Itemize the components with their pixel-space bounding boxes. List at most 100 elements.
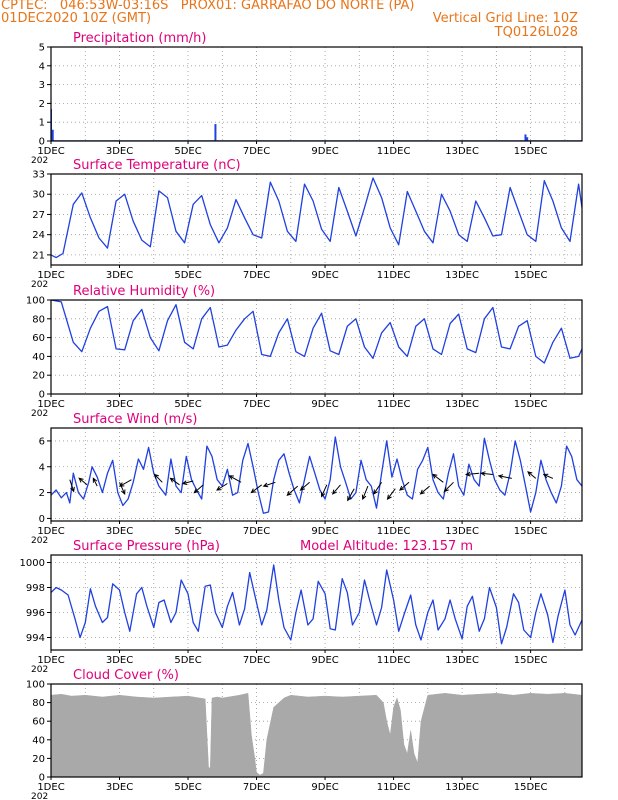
wind-arrow [347,488,355,502]
x-tick-label: 1DEC [37,526,64,537]
y-tick-label: 20 [32,754,45,765]
x-tick-label: 15DEC [514,526,548,537]
x-tick-label: 9DEC [311,270,338,281]
x-tick-label: 7DEC [243,399,270,410]
x-tick-label: 1DEC [37,782,64,793]
y-tick-label: 100 [26,680,45,691]
y-tick-label: 21 [32,250,45,261]
x-year-fragment: 202 [31,792,48,800]
y-tick-label: 100 [26,296,45,307]
wind-arrow [299,481,310,491]
x-tick-label: 13DEC [445,399,479,410]
wind-arrow [153,473,163,483]
series-line [51,177,582,259]
x-tick-label: 7DEC [243,270,270,281]
panel-frame [50,554,583,651]
wind-arrow [181,480,194,485]
panel-frame [50,46,583,142]
panel-frame [50,299,583,395]
x-tick-label: 15DEC [514,270,548,281]
y-tick-label: 80 [32,314,45,325]
x-tick-label: 11DEC [377,782,411,793]
y-tick-label: 5 [39,43,45,54]
x-tick-label: 7DEC [243,146,270,157]
series-group [51,109,582,141]
y-tick-label: 4 [39,61,45,72]
panel-title: Precipitation (mm/h) [73,31,206,46]
x-year-fragment: 202 [31,156,48,166]
x-tick-label: 1DEC [37,399,64,410]
wind-arrow [399,481,410,491]
wind-arrow [361,485,369,501]
panel-5 [47,554,583,653]
y-tick-label: 33 [32,170,45,181]
y-tick-label: 40 [32,735,45,746]
x-tick-label: 15DEC [514,146,548,157]
panel-frame [50,173,583,266]
wind-arrow [465,471,480,477]
panel-frame [50,683,583,778]
panel-2 [47,173,583,268]
y-tick-label: 1000 [20,558,45,569]
series-group [51,564,582,645]
x-tick-label: 13DEC [445,146,479,157]
y-tick-label: 40 [32,352,45,363]
panel-title: Relative Humidity (%) [73,284,215,299]
x-year-fragment: 202 [31,409,48,419]
y-tick-label: 4 [39,462,45,473]
wind-arrow [262,481,276,488]
series-line [51,564,582,645]
y-tick-label: 60 [32,333,45,344]
header-date: 01DEC2020 10Z (GMT) [1,11,152,26]
x-tick-label: 5DEC [174,782,201,793]
x-tick-label: 11DEC [377,146,411,157]
x-tick-label: 3DEC [106,782,133,793]
wind-arrow [480,471,493,477]
x-tick-label: 5DEC [174,146,201,157]
x-tick-label: 3DEC [106,270,133,281]
x-tick-label: 15DEC [514,782,548,793]
x-tick-label: 3DEC [106,146,133,157]
header-code: TQ0126L028 [494,25,578,40]
x-tick-label: 3DEC [106,526,133,537]
wind-arrow [320,484,328,498]
panel-title: Surface Wind (m/s) [73,412,197,427]
panel-6 [47,683,583,780]
wind-arrow [443,481,454,493]
x-tick-label: 9DEC [311,782,338,793]
x-tick-label: 13DEC [445,526,479,537]
y-tick-label: 3 [39,80,45,91]
y-tick-label: 20 [32,371,45,382]
x-tick-label: 1DEC [37,270,64,281]
panel-title: Surface Pressure (hPa) [73,539,220,554]
x-tick-label: 11DEC [377,270,411,281]
x-tick-label: 9DEC [311,399,338,410]
wind-arrow [542,473,554,479]
x-tick-label: 5DEC [174,399,201,410]
y-tick-label: 2 [39,488,45,499]
y-tick-label: 1 [39,118,45,129]
wind-arrow [216,483,228,491]
y-tick-label: 996 [26,608,45,619]
x-tick-label: 11DEC [377,399,411,410]
x-tick-label: 13DEC [445,655,479,666]
y-tick-label: 0 [39,773,45,784]
y-tick-label: 0 [39,390,45,401]
x-tick-label: 5DEC [174,655,201,666]
x-tick-label: 11DEC [377,655,411,666]
panel-1 [47,46,583,144]
series-group [51,436,582,514]
series-group [51,300,582,364]
x-tick-label: 1DEC [37,146,64,157]
x-tick-label: 5DEC [174,270,201,281]
wind-arrow [331,484,341,495]
wind-arrow [386,488,396,501]
wind-arrow [118,479,132,487]
x-tick-label: 15DEC [514,399,548,410]
x-tick-label: 1DEC [37,655,64,666]
cloud-cover-area [51,692,582,777]
series-line [51,300,582,364]
y-tick-label: 0 [39,137,45,148]
panel-frame [50,427,583,522]
